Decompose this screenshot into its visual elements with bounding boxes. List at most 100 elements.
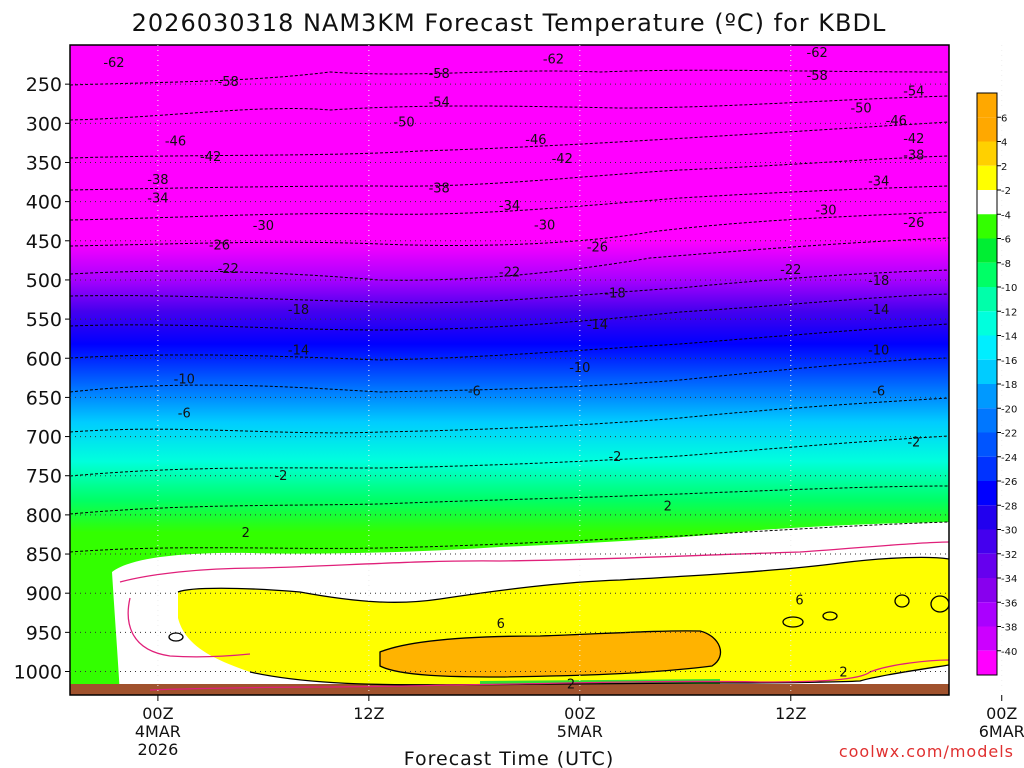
time-tick-label: 00Z bbox=[142, 704, 173, 723]
pressure-tick-label: 950 bbox=[26, 622, 62, 644]
legend-swatch bbox=[977, 432, 997, 457]
contour-label: -62 bbox=[543, 52, 564, 67]
legend-swatch bbox=[977, 262, 997, 287]
legend-swatch bbox=[977, 190, 997, 215]
legend-swatch bbox=[977, 165, 997, 190]
legend-swatch bbox=[977, 578, 997, 603]
chart-title: 2026030318 NAM3KM Forecast Temperature (… bbox=[132, 9, 887, 37]
time-tick-label: 4MAR bbox=[135, 722, 181, 741]
legend-label: 4 bbox=[1001, 138, 1007, 149]
pressure-tick-label: 900 bbox=[26, 583, 62, 605]
green-bottom-left bbox=[70, 648, 118, 690]
contour-label: -46 bbox=[525, 133, 546, 148]
contour-label: -58 bbox=[429, 67, 450, 82]
contour-labels: -62 -62 -62-58-58 -58-54-54-50-50-46 -46-46-… bbox=[103, 46, 924, 692]
legend-label: -14 bbox=[1001, 332, 1017, 343]
legend-label: -2 bbox=[1001, 186, 1011, 197]
legend-swatch bbox=[977, 529, 997, 554]
contour-label: -58 bbox=[218, 75, 239, 90]
contour-label: -62 bbox=[103, 56, 124, 71]
contour-label: -22 bbox=[218, 262, 239, 277]
contour-label: -54 bbox=[429, 95, 450, 110]
pressure-tick-label: 750 bbox=[26, 466, 62, 488]
contour-label: -34 bbox=[147, 192, 168, 207]
contour-label: -58 bbox=[807, 69, 828, 84]
contour-label: -54 bbox=[903, 84, 924, 99]
legend-swatch bbox=[977, 141, 997, 166]
contour-label: -6 bbox=[872, 384, 885, 399]
legend-swatch bbox=[977, 214, 997, 239]
contour-label: -38 bbox=[429, 182, 450, 197]
contour-label: -62 bbox=[807, 46, 828, 61]
contour-label: 2 bbox=[242, 526, 250, 541]
legend-label: -4 bbox=[1001, 210, 1011, 221]
warm-layer-2c bbox=[178, 557, 949, 685]
legend-label: -6 bbox=[1001, 235, 1011, 246]
time-tick-label: 2026 bbox=[138, 740, 179, 759]
legend-label: -12 bbox=[1001, 307, 1017, 318]
legend-swatch bbox=[977, 311, 997, 336]
contour-label: 6 bbox=[795, 593, 803, 608]
contour-label: -30 bbox=[534, 218, 555, 233]
legend-swatch bbox=[977, 384, 997, 409]
contour-label: -38 bbox=[147, 173, 168, 188]
time-tick-label: 00Z bbox=[564, 704, 595, 723]
contour-label: 2 bbox=[664, 499, 672, 514]
contour-label: -50 bbox=[393, 116, 414, 131]
legend-label: -16 bbox=[1001, 356, 1017, 367]
contour-label: -46 bbox=[886, 114, 907, 129]
pressure-tick-label: 500 bbox=[26, 270, 62, 292]
legend-label: -10 bbox=[1001, 283, 1017, 294]
legend-swatch bbox=[977, 626, 997, 651]
pressure-tick-label: 350 bbox=[26, 152, 62, 174]
contour-label: -6 bbox=[178, 406, 191, 421]
legend-label: -30 bbox=[1001, 526, 1017, 537]
contour-label: -26 bbox=[587, 240, 608, 255]
pressure-tick-label: 550 bbox=[26, 309, 62, 331]
contour-label: -34 bbox=[868, 174, 889, 189]
pressure-tick-label: 650 bbox=[26, 387, 62, 409]
contour-label: -50 bbox=[850, 102, 871, 117]
time-tick-label: 12Z bbox=[353, 704, 384, 723]
contour-label: -42 bbox=[200, 150, 221, 165]
contour-label: -14 bbox=[288, 344, 309, 359]
contour-label: -22 bbox=[780, 263, 801, 278]
legend-swatch bbox=[977, 481, 997, 506]
x-axis-label: Forecast Time (UTC) bbox=[404, 748, 614, 768]
legend-swatch bbox=[977, 93, 997, 118]
pressure-tick-label: 600 bbox=[26, 348, 62, 370]
isotherm-lines bbox=[70, 69, 949, 553]
pressure-axis: 250 300 350 400 450 500 550 600 650 700 750 800 850 9… bbox=[14, 74, 70, 684]
contour-label: -2 bbox=[907, 435, 920, 450]
legend-swatch bbox=[977, 408, 997, 433]
legend-label: -28 bbox=[1001, 501, 1017, 512]
legend-swatch bbox=[977, 553, 997, 578]
credit-text: coolwx.com/models bbox=[839, 742, 1014, 761]
solid-isotherms bbox=[168, 556, 949, 686]
gridlines bbox=[70, 45, 1003, 695]
contour-label: -14 bbox=[868, 303, 889, 318]
pressure-tick-label: 250 bbox=[26, 74, 62, 96]
contour-label: -18 bbox=[868, 274, 889, 289]
contour-label: -34 bbox=[499, 199, 520, 214]
contour-label: -22 bbox=[499, 265, 520, 280]
contour-label: -42 bbox=[903, 132, 924, 147]
plot-frame bbox=[69, 44, 950, 696]
time-tick-label: 5MAR bbox=[557, 722, 603, 741]
legend-label: 2 bbox=[1001, 162, 1007, 173]
ground-below-surface bbox=[70, 684, 949, 695]
contour-label: -2 bbox=[608, 450, 621, 465]
pressure-tick-label: 300 bbox=[26, 113, 62, 135]
contour-label: -6 bbox=[468, 384, 481, 399]
contour-label: -18 bbox=[288, 303, 309, 318]
contour-label: -46 bbox=[165, 135, 186, 150]
contour-label: -14 bbox=[587, 318, 608, 333]
legend-label: -20 bbox=[1001, 404, 1017, 415]
contour-label: 2 bbox=[567, 677, 575, 692]
legend-swatch bbox=[977, 505, 997, 530]
legend-label: -22 bbox=[1001, 429, 1017, 440]
contour-label: -26 bbox=[209, 239, 230, 254]
contour-label: -26 bbox=[903, 216, 924, 231]
